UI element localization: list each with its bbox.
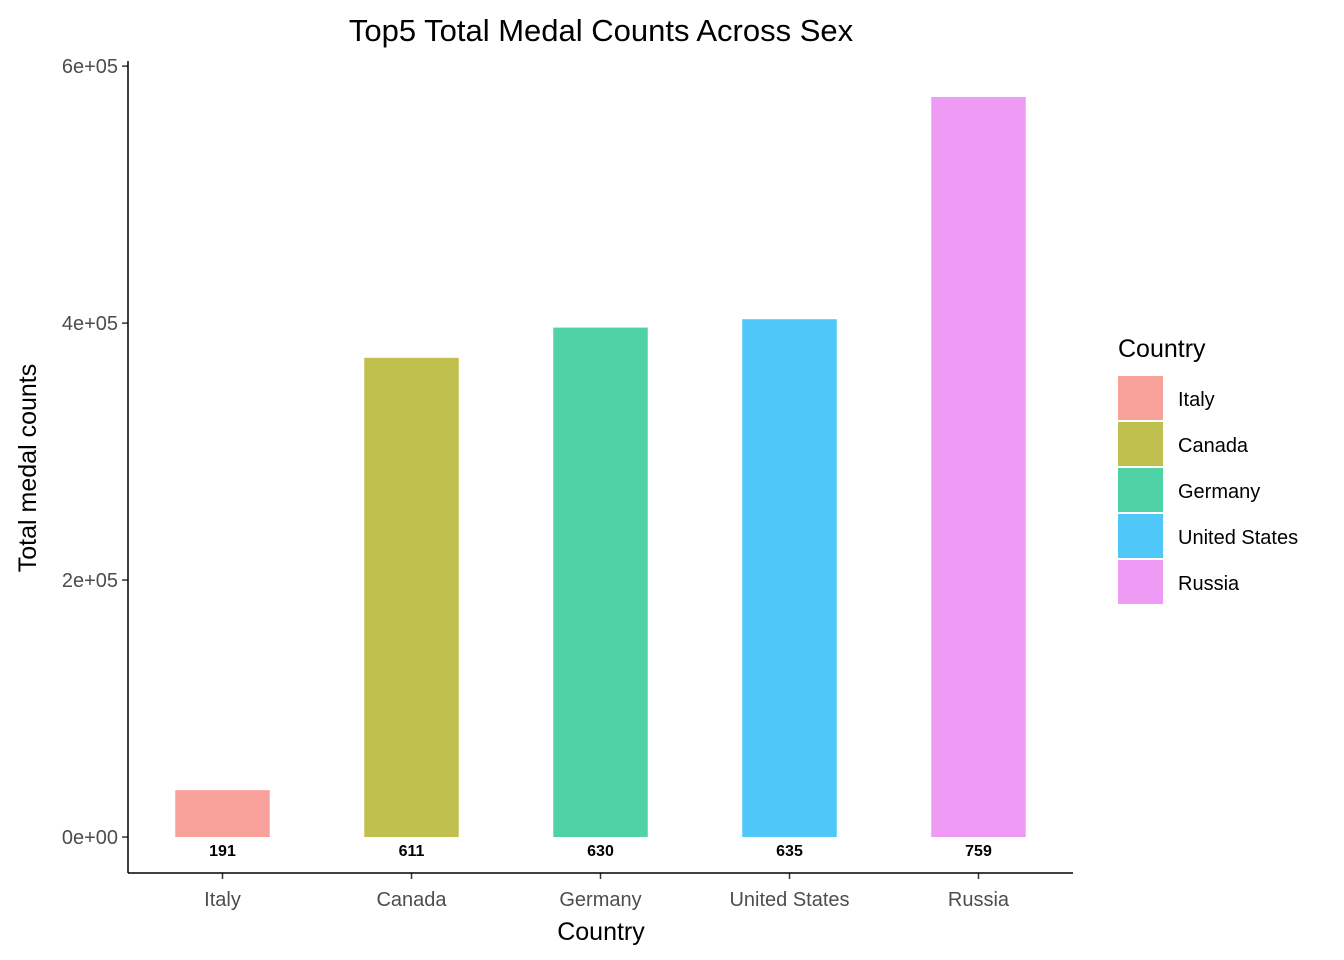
legend-swatch (1118, 514, 1163, 558)
legend-label: Italy (1178, 389, 1215, 411)
legend-swatch (1118, 376, 1163, 420)
x-tick-label: Russia (948, 889, 1010, 911)
bar-germany (553, 327, 648, 838)
legend-label: United States (1178, 527, 1298, 549)
x-tick-label: United States (729, 889, 849, 911)
data-label: 635 (776, 843, 803, 860)
y-tick-label: 4e+05 (62, 313, 118, 335)
chart-title: Top5 Total Medal Counts Across Sex (349, 13, 854, 48)
x-tick-label: Canada (376, 889, 447, 911)
bar-russia (931, 96, 1026, 838)
y-axis: 0e+00 2e+05 4e+05 6e+05 (62, 56, 128, 849)
legend-swatch (1118, 560, 1163, 604)
legend-swatch (1118, 422, 1163, 466)
data-label: 611 (399, 843, 425, 860)
bar-italy (175, 790, 270, 838)
x-tick-label: Germany (559, 889, 641, 911)
legend-label: Russia (1178, 573, 1240, 595)
data-label: 759 (965, 843, 992, 860)
bars-group (175, 96, 1026, 838)
y-tick-label: 2e+05 (62, 570, 118, 592)
data-label: 630 (587, 843, 614, 860)
y-axis-title: Total medal counts (14, 364, 42, 572)
data-label: 191 (209, 843, 236, 860)
legend-title: Country (1118, 335, 1206, 363)
bar-united-states (742, 319, 837, 838)
y-tick-label: 6e+05 (62, 56, 118, 78)
legend-swatch (1118, 468, 1163, 512)
x-tick-label: Italy (204, 889, 241, 911)
x-axis-title: Country (557, 918, 645, 946)
legend-label: Germany (1178, 481, 1260, 503)
bar-canada (364, 357, 459, 838)
y-tick-label: 0e+00 (62, 827, 118, 849)
legend-label: Canada (1178, 435, 1249, 457)
legend: Country Italy Canada Germany United States R… (1118, 335, 1298, 604)
data-labels-group: 191 611 630 635 759 (209, 843, 992, 860)
x-axis: Italy Canada Germany United States Russia (204, 873, 1010, 911)
